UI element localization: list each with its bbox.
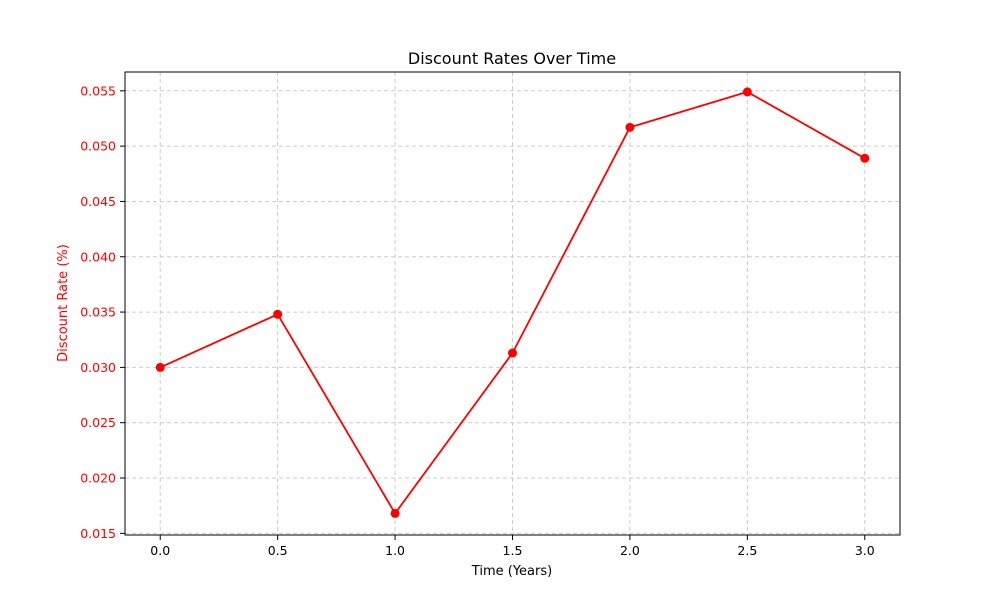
y-tick-label: 0.040: [80, 249, 116, 264]
y-tick-label: 0.045: [80, 194, 116, 209]
x-tick-label: 1.0: [385, 543, 405, 558]
grid-lines: [125, 72, 900, 535]
y-tick-label: 0.035: [80, 305, 116, 320]
chart-title: Discount Rates Over Time: [408, 49, 616, 68]
data-point: [742, 87, 752, 97]
data-points: [155, 87, 870, 518]
x-tick-label: 0.5: [268, 543, 288, 558]
x-tick-label: 2.0: [620, 543, 640, 558]
y-tick-label: 0.020: [80, 471, 116, 486]
data-point: [625, 122, 635, 132]
data-point: [508, 348, 517, 358]
data-point: [273, 309, 283, 319]
data-point: [860, 153, 870, 163]
y-tick-label: 0.030: [80, 360, 116, 375]
y-tick-label: 0.015: [80, 526, 116, 541]
data-point: [155, 362, 165, 372]
data-point: [390, 508, 400, 518]
x-tick-label: 2.5: [737, 543, 757, 558]
x-tick-label: 3.0: [855, 543, 875, 558]
y-axis-label: Discount Rate (%): [56, 244, 71, 362]
y-tick-label: 0.055: [80, 83, 116, 98]
x-axis-label: Time (Years): [471, 564, 552, 579]
y-tick-label: 0.050: [80, 139, 116, 154]
x-tick-label: 1.5: [503, 543, 523, 558]
y-tick-label: 0.025: [80, 415, 116, 430]
x-axis-ticks: 0.0 0.5 1.0 1.5 2.0 2.5 3.0: [150, 535, 875, 558]
x-tick-label: 0.0: [150, 543, 170, 558]
y-axis-ticks: 0.015 0.020 0.025 0.030 0.035 0.040 0.045 0.050…: [80, 83, 125, 541]
